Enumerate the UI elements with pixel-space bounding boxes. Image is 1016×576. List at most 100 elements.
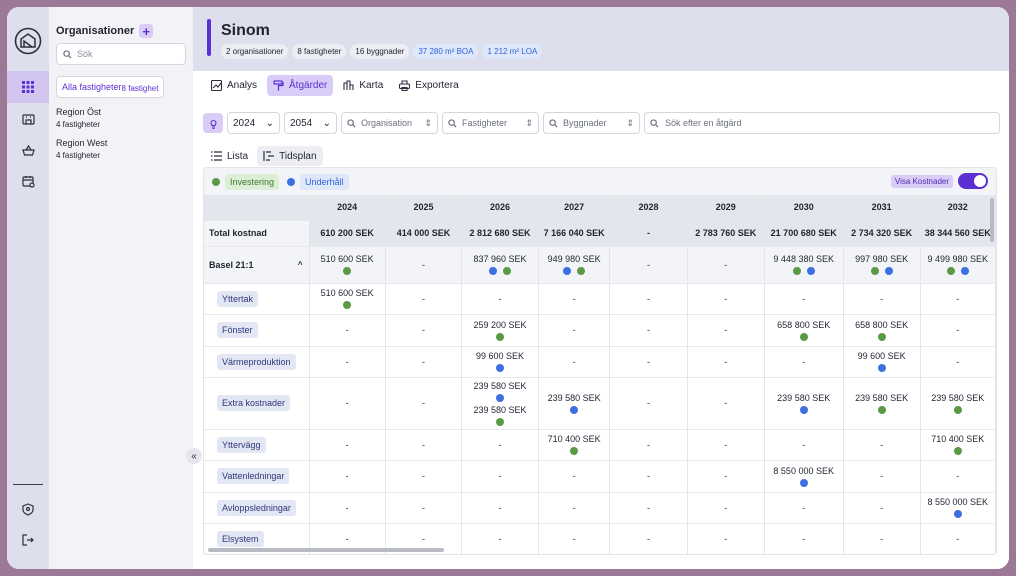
cost-cell[interactable]: - <box>843 429 921 461</box>
row-label[interactable]: Extra kostnader <box>217 395 291 411</box>
cost-cell[interactable]: 837 960 SEK <box>461 246 539 284</box>
row-label[interactable]: Värmeproduktion <box>217 353 296 370</box>
cost-cell[interactable]: 710 400 SEK <box>920 429 996 461</box>
collapse-sidebar-button[interactable]: « <box>186 448 202 464</box>
cost-cell[interactable]: - <box>764 523 844 554</box>
row-label[interactable]: Fönster <box>217 322 258 338</box>
row-label[interactable]: Vattenledningar <box>217 468 290 484</box>
cost-cell[interactable]: - <box>538 492 611 524</box>
cost-cell[interactable]: - <box>843 460 921 493</box>
year-to-select[interactable]: 2054 ⌄ <box>284 112 337 134</box>
cost-cell[interactable]: - <box>385 460 463 493</box>
cost-cell[interactable]: - <box>538 460 611 493</box>
cost-cell[interactable]: - <box>920 314 996 347</box>
rail-grid-button[interactable] <box>7 71 49 103</box>
cost-cell[interactable]: 8 550 000 SEK <box>764 460 844 493</box>
cost-cell[interactable]: - <box>843 492 921 524</box>
row-label[interactable]: Elsystem <box>217 530 264 547</box>
cost-cell[interactable]: - <box>764 429 844 461</box>
cost-cell[interactable]: - <box>461 523 539 554</box>
atgard-search-input[interactable]: Sök efter en åtgärd <box>644 112 1000 134</box>
byggnader-select[interactable]: Byggnader ⇕ <box>543 112 640 134</box>
group-row-basel[interactable]: Basel 21:1 ^ 510 600 SEK - 837 960 SEK 949 98… <box>204 246 996 284</box>
cost-cell[interactable]: - <box>687 346 765 378</box>
group-name-cell[interactable]: Basel 21:1 ^ <box>204 246 310 284</box>
cost-cell[interactable]: - <box>538 314 611 347</box>
rail-basket-button[interactable] <box>7 134 49 166</box>
cost-cell[interactable]: - <box>385 346 463 378</box>
cost-cell[interactable]: - <box>309 346 386 378</box>
rail-calendar-button[interactable] <box>7 165 49 197</box>
cost-cell[interactable]: 997 980 SEK <box>843 246 921 284</box>
cost-cell[interactable]: - <box>309 377 386 430</box>
cost-cell[interactable]: - <box>920 523 996 554</box>
cost-cell[interactable]: - <box>687 460 765 493</box>
cost-cell[interactable]: 239 580 SEK <box>538 377 611 430</box>
rail-buildings-button[interactable] <box>7 102 49 134</box>
sidebar-search[interactable]: Sök <box>56 43 186 65</box>
cost-cell[interactable]: - <box>843 523 921 554</box>
row-label[interactable]: Yttertak <box>217 290 259 307</box>
cost-cell[interactable]: - <box>385 429 463 461</box>
cost-cell[interactable]: - <box>764 283 844 315</box>
org-item-region-ost[interactable]: Region Öst 4 fastigheter <box>56 107 101 129</box>
cost-cell[interactable]: 510 600 SEK <box>309 246 386 284</box>
chevron-up-icon[interactable]: ^ <box>297 260 303 269</box>
cost-cell[interactable]: 510 600 SEK <box>309 283 386 315</box>
cost-cell[interactable]: - <box>764 346 844 378</box>
add-organisation-button[interactable]: + <box>139 24 154 38</box>
visa-kostnader-toggle[interactable] <box>958 173 988 189</box>
cost-cell[interactable]: 949 980 SEK <box>538 246 611 284</box>
cost-cell[interactable]: - <box>687 523 765 554</box>
rail-security-button[interactable] <box>7 493 49 525</box>
cost-cell[interactable]: - <box>609 429 688 461</box>
cost-cell[interactable]: - <box>687 377 765 430</box>
cost-cell[interactable]: - <box>461 283 539 315</box>
cost-cell[interactable]: 658 800 SEK <box>764 314 844 347</box>
year-from-select[interactable]: 2024 ⌄ <box>227 112 280 134</box>
tab-atgarder[interactable]: Åtgärder <box>267 75 334 96</box>
cost-cell[interactable]: 8 550 000 SEK <box>920 492 996 524</box>
cost-cell[interactable]: 239 580 SEK <box>843 377 921 430</box>
rail-logout-button[interactable] <box>7 524 49 556</box>
cost-cell[interactable]: - <box>538 283 611 315</box>
cost-cell[interactable]: 259 200 SEK <box>461 314 539 347</box>
cost-cell[interactable]: - <box>687 283 765 315</box>
tab-lista[interactable]: Lista <box>205 146 254 166</box>
cost-cell[interactable]: - <box>609 246 688 284</box>
cost-cell[interactable]: 9 499 980 SEK <box>920 246 996 284</box>
cost-cell[interactable]: - <box>609 460 688 493</box>
cost-cell[interactable]: - <box>920 283 996 315</box>
cost-cell[interactable]: - <box>385 377 463 430</box>
row-label[interactable]: Avloppsledningar <box>217 499 296 516</box>
cost-cell[interactable]: - <box>609 283 688 315</box>
cost-cell[interactable]: - <box>609 377 688 430</box>
cost-cell[interactable]: - <box>385 246 463 284</box>
org-item-all[interactable]: Alla fastigheter 8 fastighet <box>56 76 165 98</box>
cost-cell[interactable]: - <box>764 492 844 524</box>
cost-cell[interactable]: - <box>461 492 539 524</box>
cost-cell[interactable]: - <box>385 283 463 315</box>
row-label[interactable]: Yttervägg <box>217 436 266 453</box>
organisation-select[interactable]: Organisation ⇕ <box>341 112 438 134</box>
cost-cell[interactable]: - <box>843 283 921 315</box>
cost-cell[interactable]: 239 580 SEK 239 580 SEK <box>461 377 539 430</box>
vertical-scrollbar[interactable] <box>990 198 994 242</box>
cost-cell[interactable]: - <box>687 429 765 461</box>
cost-cell[interactable]: - <box>385 492 463 524</box>
cost-cell[interactable]: 99 600 SEK <box>843 346 921 378</box>
cost-cell[interactable]: - <box>687 314 765 347</box>
cost-cell[interactable]: 239 580 SEK <box>764 377 844 430</box>
cost-cell[interactable]: 99 600 SEK <box>461 346 539 378</box>
cost-cell[interactable]: - <box>461 460 539 493</box>
org-item-region-west[interactable]: Region West 4 fastigheter <box>56 138 107 160</box>
cost-cell[interactable]: 239 580 SEK <box>920 377 996 430</box>
cost-cell[interactable]: - <box>309 492 386 524</box>
cost-cell[interactable]: - <box>309 460 386 493</box>
cost-cell[interactable]: - <box>461 429 539 461</box>
cost-cell[interactable]: 658 800 SEK <box>843 314 921 347</box>
cost-cell[interactable]: - <box>385 314 463 347</box>
cost-cell[interactable]: - <box>687 492 765 524</box>
fastigheter-select[interactable]: Fastigheter ⇕ <box>442 112 539 134</box>
cost-cell[interactable]: - <box>920 460 996 493</box>
